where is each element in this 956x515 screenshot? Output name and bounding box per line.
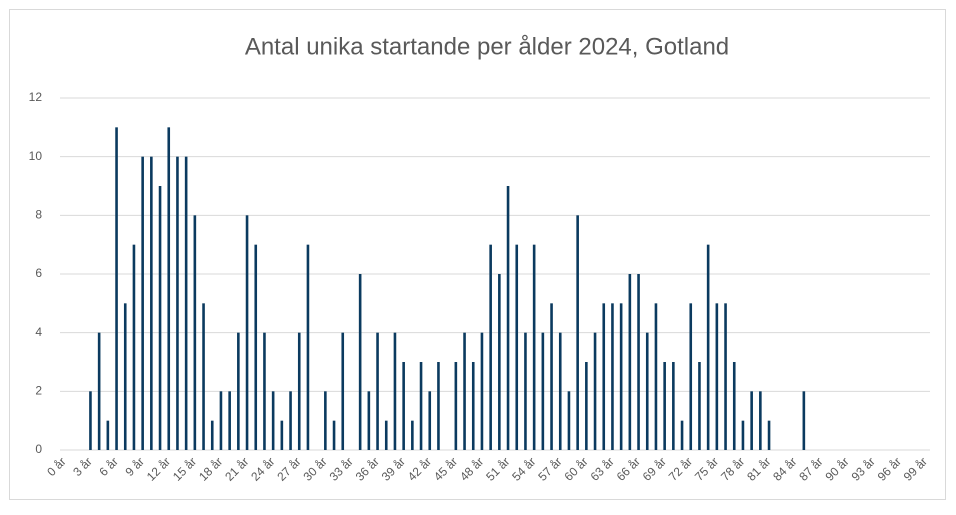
bar (550, 303, 553, 450)
bar (158, 186, 162, 450)
bar (506, 186, 510, 450)
bar (654, 303, 658, 450)
bar (419, 362, 423, 450)
bar (680, 420, 684, 450)
bar (384, 420, 388, 450)
bar (602, 303, 606, 450)
bar (254, 244, 258, 450)
bar (663, 362, 666, 450)
bar (724, 303, 727, 450)
bar (219, 391, 223, 450)
bar (515, 244, 519, 450)
bar (672, 362, 675, 450)
bar (245, 215, 249, 450)
bar (802, 391, 806, 450)
bar (393, 332, 397, 450)
bar (306, 244, 310, 450)
bar (228, 391, 231, 450)
bar (271, 391, 275, 450)
bar (698, 362, 701, 450)
bar (567, 391, 571, 450)
bar (280, 420, 284, 450)
bar (263, 332, 266, 450)
bar (750, 391, 753, 450)
bar (176, 156, 179, 450)
bar (732, 362, 736, 450)
y-tick-label: 0 (35, 442, 42, 456)
chart-title: Antal unika startande per ålder 2024, Go… (245, 33, 729, 60)
bar (167, 127, 171, 450)
bar (480, 332, 484, 450)
bar (376, 332, 379, 450)
bar (358, 274, 362, 450)
bar (237, 332, 240, 450)
bar (289, 391, 292, 450)
bar (184, 156, 188, 450)
bar (471, 362, 475, 450)
bar (637, 274, 640, 450)
bar (141, 156, 144, 450)
bar (524, 332, 527, 450)
chart-border (9, 9, 946, 500)
bar (611, 303, 614, 450)
bar (576, 215, 579, 450)
bar (498, 274, 501, 450)
bar (97, 332, 101, 450)
bar (689, 303, 693, 450)
bar (324, 391, 327, 450)
y-tick-label: 10 (29, 149, 43, 163)
bar (628, 274, 632, 450)
y-tick-label: 6 (35, 266, 42, 280)
bar (489, 244, 492, 450)
y-tick-label: 12 (29, 90, 43, 104)
bar (297, 332, 301, 450)
bar (402, 362, 405, 450)
bar (706, 244, 710, 450)
bar (210, 420, 214, 450)
bar (437, 362, 440, 450)
bar (202, 303, 205, 450)
bar (193, 215, 197, 450)
bar (132, 244, 136, 450)
bar (593, 332, 597, 450)
bar (463, 332, 466, 450)
bar (454, 362, 458, 450)
bar (619, 303, 623, 450)
bar (767, 420, 771, 450)
y-tick-label: 4 (35, 325, 42, 339)
bar (428, 391, 432, 450)
bar (367, 391, 371, 450)
bar (115, 127, 118, 450)
bar (341, 332, 345, 450)
bar (106, 420, 110, 450)
bar (411, 420, 414, 450)
bar (741, 420, 745, 450)
bar (541, 332, 545, 450)
bar (123, 303, 127, 450)
bar (759, 391, 762, 450)
bar (532, 244, 536, 450)
bar (715, 303, 719, 450)
y-tick-label: 2 (35, 384, 42, 398)
bar (558, 332, 562, 450)
bar (89, 391, 92, 450)
y-tick-label: 8 (35, 208, 42, 222)
bar (332, 420, 336, 450)
bar (645, 332, 649, 450)
bar (585, 362, 588, 450)
bar (150, 156, 153, 450)
